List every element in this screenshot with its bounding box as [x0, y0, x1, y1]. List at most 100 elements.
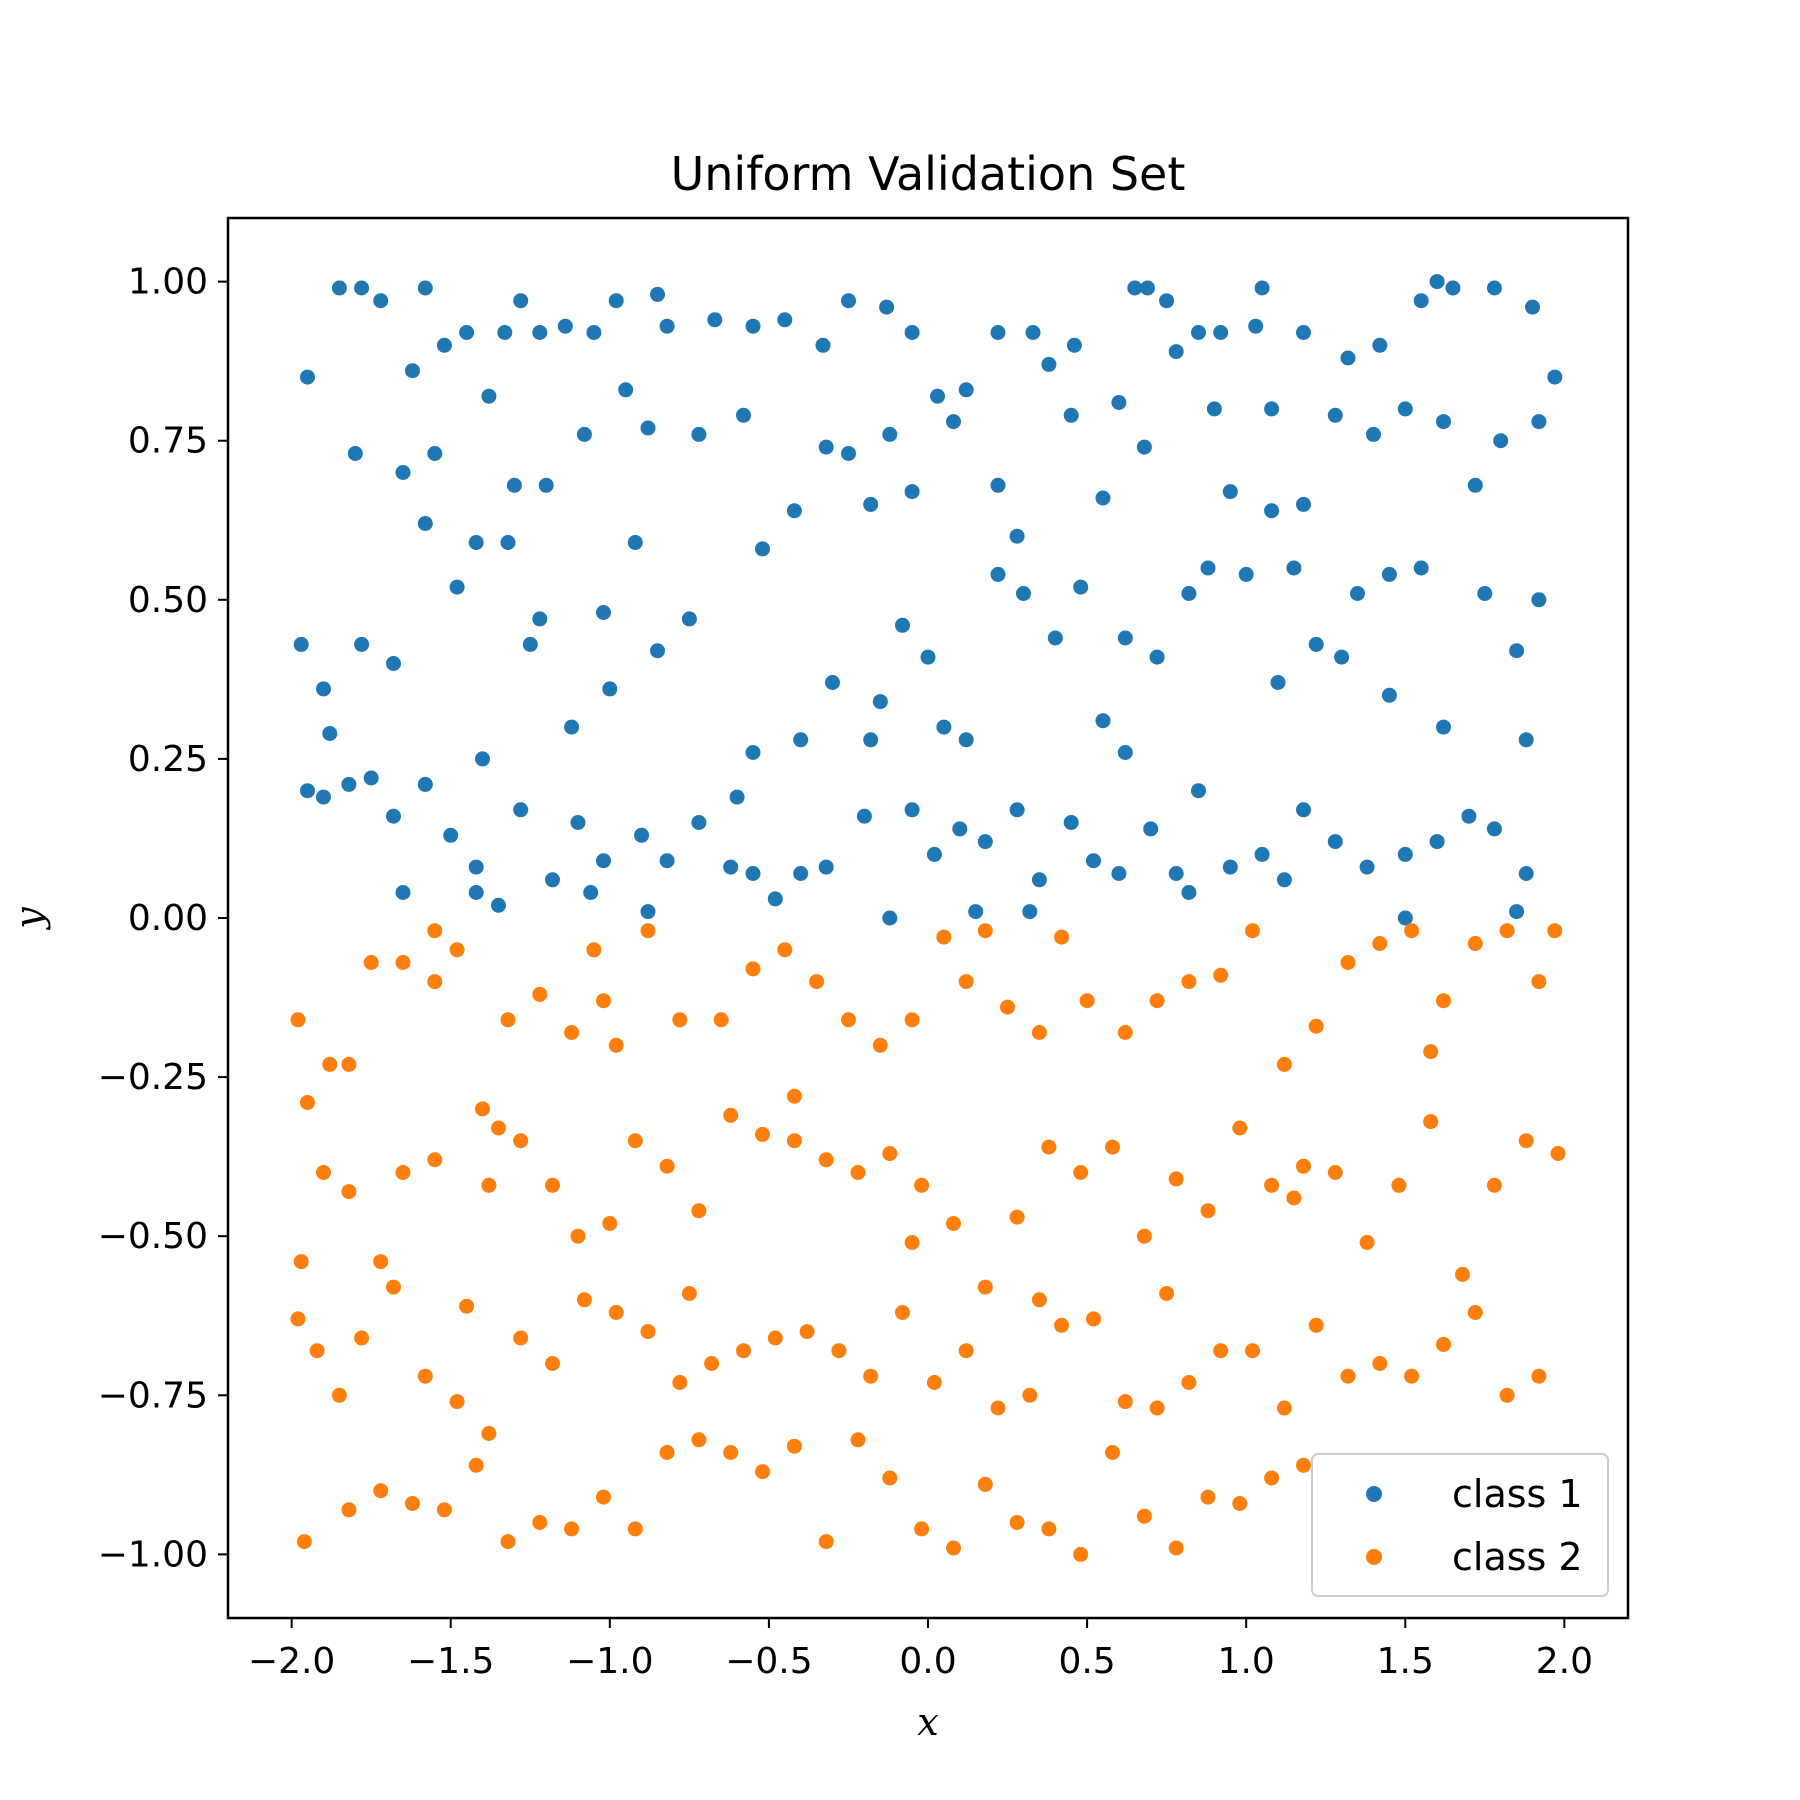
y-axis-ticks: 1.00 0.75 0.50 0.25 0.00 −0.25 −0.50 −0.75 −1.00	[98, 262, 228, 1575]
data-point-class-1	[1436, 719, 1451, 735]
data-point-class-1	[1286, 560, 1302, 576]
data-point-class-1	[872, 694, 888, 710]
data-point-class-1	[417, 776, 433, 792]
data-point-class-2	[882, 1470, 898, 1486]
data-point-class-2	[1159, 1286, 1175, 1301]
data-point-class-1	[1486, 821, 1502, 837]
legend-label-class-1: class 1	[1452, 1472, 1583, 1516]
x-tick-label: 0.0	[899, 1641, 956, 1682]
data-point-class-2	[713, 1012, 729, 1028]
data-point-class-1	[354, 636, 370, 652]
data-point-class-1	[926, 846, 942, 862]
data-point-class-1	[1168, 344, 1184, 360]
data-point-class-2	[1054, 929, 1070, 945]
data-point-class-1	[904, 325, 920, 340]
data-point-class-1	[1009, 802, 1025, 818]
data-point-class-2	[564, 1025, 580, 1040]
data-point-class-1	[513, 293, 529, 309]
data-point-class-2	[1213, 1343, 1229, 1359]
data-point-class-2	[1404, 923, 1420, 939]
data-point-class-1	[736, 407, 751, 423]
data-point-class-2	[417, 1368, 433, 1384]
data-point-class-1	[1063, 407, 1079, 423]
data-point-class-1	[1140, 280, 1155, 296]
data-point-class-1	[475, 751, 490, 767]
data-point-class-2	[723, 1107, 739, 1123]
y-axis-label: y	[7, 907, 51, 931]
data-point-class-2	[1264, 1470, 1280, 1486]
data-point-class-2	[799, 1324, 815, 1340]
data-point-class-2	[946, 1540, 961, 1556]
y-tick-label: 0.50	[128, 580, 208, 621]
data-point-class-2	[293, 1254, 309, 1270]
data-point-class-2	[904, 1235, 920, 1250]
data-point-class-1	[564, 719, 580, 735]
data-point-class-1	[659, 853, 675, 869]
data-point-class-1	[1136, 439, 1152, 455]
data-point-class-2	[640, 1324, 656, 1340]
data-point-class-1	[386, 808, 401, 824]
x-tick-label: 1.0	[1218, 1641, 1275, 1682]
data-point-class-2	[1117, 1025, 1133, 1040]
data-point-class-2	[586, 942, 602, 958]
data-point-class-2	[1391, 1177, 1407, 1193]
data-point-class-2	[1436, 1336, 1451, 1352]
data-point-class-1	[755, 541, 770, 557]
data-point-class-2	[872, 1037, 888, 1053]
data-point-class-2	[309, 1343, 325, 1359]
data-point-class-1	[557, 318, 573, 334]
data-point-class-1	[1222, 484, 1238, 500]
data-point-class-1	[882, 910, 898, 926]
data-point-class-1	[1254, 846, 1270, 862]
data-point-class-2	[786, 1133, 802, 1149]
data-point-class-2	[1499, 923, 1515, 939]
data-point-class-2	[1041, 1139, 1057, 1155]
data-point-class-1	[1181, 586, 1197, 601]
data-point-class-1	[968, 904, 984, 920]
data-point-class-1	[1334, 649, 1350, 665]
data-point-class-1	[1477, 586, 1493, 601]
data-point-class-2	[481, 1426, 497, 1441]
data-point-class-1	[354, 280, 370, 296]
data-point-class-1	[904, 802, 920, 818]
data-point-class-2	[1213, 967, 1229, 983]
data-point-class-2	[570, 1228, 586, 1244]
data-point-class-1	[895, 617, 910, 633]
data-point-class-1	[1041, 356, 1057, 372]
data-point-class-1	[1340, 350, 1356, 366]
data-point-class-1	[1397, 846, 1413, 862]
x-tick-label: 2.0	[1536, 1641, 1593, 1682]
data-point-class-1	[777, 312, 793, 328]
data-point-class-2	[1467, 936, 1483, 951]
data-point-class-2	[513, 1133, 529, 1149]
data-point-class-2	[608, 1305, 624, 1320]
data-point-class-1	[608, 293, 624, 309]
data-point-class-1	[395, 465, 411, 480]
data-point-class-2	[1200, 1203, 1216, 1219]
data-point-class-1	[497, 325, 513, 340]
data-point-class-2	[958, 974, 974, 990]
data-point-class-2	[300, 1095, 315, 1110]
data-point-class-2	[1499, 1387, 1515, 1403]
data-point-class-1	[300, 783, 315, 799]
data-point-class-2	[373, 1483, 389, 1499]
data-point-class-1	[1518, 732, 1534, 748]
data-point-class-2	[316, 1165, 331, 1180]
data-point-class-2	[640, 923, 656, 939]
data-point-class-1	[793, 866, 809, 881]
data-point-class-1	[1525, 299, 1540, 315]
data-point-class-2	[1547, 923, 1563, 939]
data-point-class-2	[1486, 1177, 1502, 1193]
data-point-class-1	[602, 681, 618, 697]
data-point-class-1	[745, 866, 761, 881]
data-point-class-1	[1159, 293, 1175, 309]
data-point-class-2	[895, 1305, 910, 1320]
data-point-class-1	[1359, 859, 1375, 875]
data-point-class-2	[691, 1203, 707, 1219]
data-point-class-1	[427, 446, 443, 461]
data-point-class-1	[990, 566, 1006, 582]
data-point-class-1	[1111, 395, 1127, 410]
data-point-class-1	[1191, 783, 1206, 799]
